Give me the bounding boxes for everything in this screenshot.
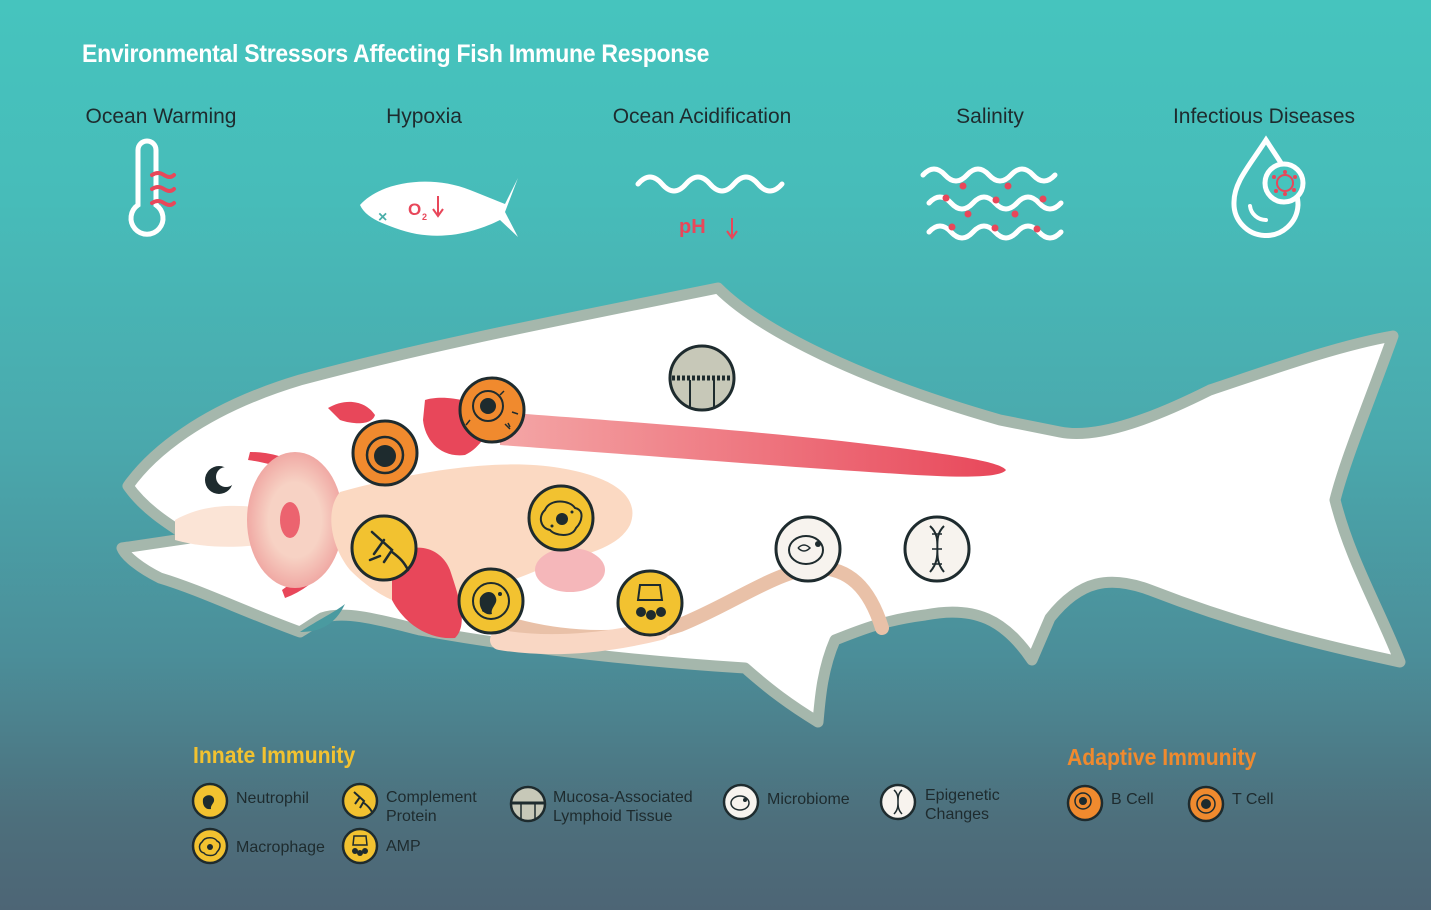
legend-icon-bcell bbox=[1066, 784, 1104, 822]
legend-label-tcell: T Cell bbox=[1232, 791, 1274, 808]
legend-heading-adaptive: Adaptive Immunity bbox=[1067, 744, 1257, 770]
pathogen-drop-icon bbox=[1231, 135, 1306, 238]
legend-icon-epigenetic bbox=[879, 783, 917, 821]
fish-cell-markers bbox=[350, 344, 971, 637]
salt-waves-icon bbox=[920, 166, 1064, 241]
legend-label-complement: Complement Protein bbox=[386, 789, 477, 825]
fish-oxygen-icon: × O 2 bbox=[360, 178, 518, 237]
bcell-marker bbox=[458, 376, 526, 444]
svg-text:pH: pH bbox=[679, 216, 706, 238]
legend-icon-macrophage bbox=[191, 827, 229, 865]
legend-label-epigenetic: Epigenetic Changes bbox=[925, 787, 1000, 823]
page-title: Environmental Stressors Affecting Fish I… bbox=[82, 40, 710, 68]
amp-marker bbox=[616, 569, 684, 637]
legend-icon-microbiome bbox=[722, 783, 760, 821]
tcell-marker bbox=[351, 419, 419, 487]
legend-label-macrophage: Macrophage bbox=[236, 839, 325, 856]
stressor-label-hypoxia: Hypoxia bbox=[386, 105, 462, 128]
legend-icon-tcell bbox=[1187, 785, 1225, 823]
legend-icon-complement bbox=[341, 782, 379, 820]
legend-label-amp: AMP bbox=[386, 838, 421, 855]
stressor-label-ocean-warming: Ocean Warming bbox=[85, 105, 237, 128]
svg-text:2: 2 bbox=[422, 212, 427, 222]
legend-heading-innate: Innate Immunity bbox=[193, 742, 356, 768]
epigenetic-marker bbox=[903, 515, 971, 583]
complement-marker bbox=[350, 514, 418, 582]
legend-label-neutrophil: Neutrophil bbox=[236, 790, 309, 807]
legend-icon-malt bbox=[509, 785, 547, 823]
wave-ph-icon: pH bbox=[635, 174, 785, 240]
neutrophil-marker bbox=[457, 567, 525, 635]
legend-label-microbiome: Microbiome bbox=[767, 791, 850, 808]
thermometer-icon bbox=[128, 138, 176, 237]
malt-marker bbox=[668, 344, 736, 412]
legend-label-bcell: B Cell bbox=[1111, 791, 1154, 808]
legend-icon-neutrophil bbox=[191, 782, 229, 820]
microbiome-marker bbox=[774, 515, 842, 583]
legend-icon-amp bbox=[341, 827, 379, 865]
macrophage-marker bbox=[527, 484, 595, 552]
svg-text:O: O bbox=[408, 200, 421, 219]
stressor-label-salinity: Salinity bbox=[956, 105, 1024, 128]
legend-label-malt: Mucosa-Associated Lymphoid Tissue bbox=[553, 789, 693, 825]
stressor-label-ocean-acidification: Ocean Acidification bbox=[612, 105, 792, 128]
stressor-label-infectious-diseases: Infectious Diseases bbox=[1172, 105, 1356, 128]
fish-eye bbox=[205, 466, 236, 494]
svg-text:×: × bbox=[378, 209, 387, 226]
